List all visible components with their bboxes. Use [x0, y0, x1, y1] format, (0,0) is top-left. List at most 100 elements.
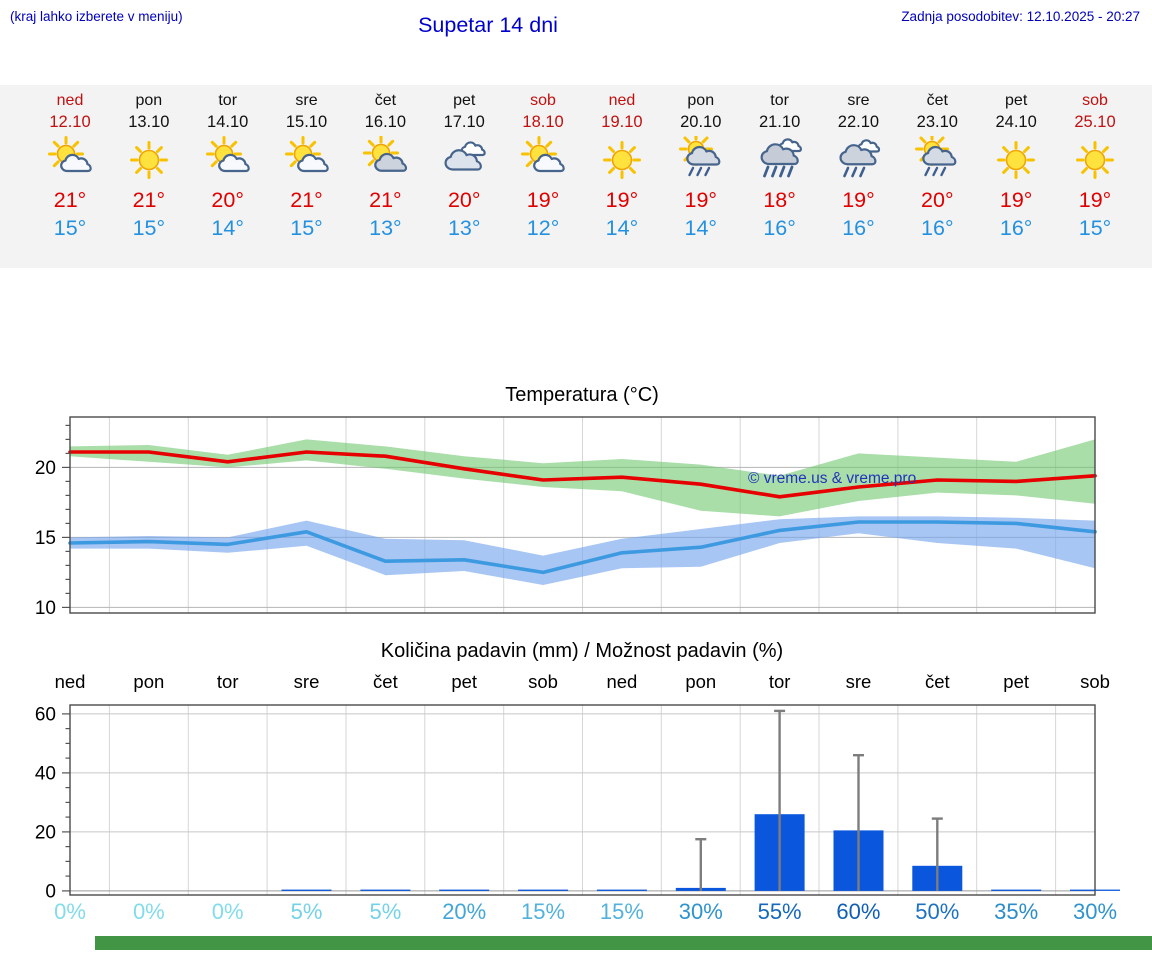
day-temp-max: 20°: [921, 188, 954, 212]
sun-cloud-icon: [28, 136, 112, 184]
day-name: pet: [1005, 92, 1028, 109]
day-temp-min: 16°: [763, 216, 796, 240]
forecast-day[interactable]: sob 18.10 19° 12°: [501, 85, 585, 241]
day-name: ned: [56, 92, 84, 109]
sun-icon: [580, 136, 664, 184]
precip-probability: 50%: [915, 899, 960, 924]
forecast-day[interactable]: čet 16.10 21° 13°: [343, 85, 427, 241]
sun-cloud-rain-icon: [659, 132, 743, 184]
svg-text:20: 20: [35, 458, 56, 479]
precip-day-label: pet: [1003, 671, 1029, 692]
day-temp-min: 14°: [684, 216, 718, 240]
precip-day-label: sre: [293, 671, 320, 692]
precip-day-label: čet: [373, 671, 398, 692]
day-date: 20.10: [680, 113, 722, 131]
precip-day-label: ned: [606, 671, 638, 692]
precip-probability: 55%: [757, 899, 802, 924]
day-name: tor: [218, 92, 238, 109]
forecast-day[interactable]: sob 25.10 19° 15°: [1053, 85, 1137, 241]
min temperatura-line: [68, 520, 1097, 575]
forecast-day[interactable]: čet 23.10 20° 16°: [895, 85, 979, 241]
day-date: 14.10: [207, 113, 249, 131]
day-temp-max: 20°: [447, 188, 481, 212]
precip-probability: 15%: [521, 899, 566, 924]
watermark: © vreme.us & vreme.pro: [748, 470, 916, 487]
day-name: čet: [374, 92, 397, 109]
precipitation-chart-title: Količina padavin (mm) / Možnost padavin …: [380, 640, 784, 662]
precip-probability: 0%: [132, 899, 165, 924]
location-menu-hint: (kraj lahko izberete v meniju): [10, 9, 183, 24]
forecast-day[interactable]: ned 19.10 19° 14°: [580, 85, 664, 241]
sun-cloud-icon: [501, 136, 585, 184]
day-date: 23.10: [916, 113, 958, 131]
svg-text:40: 40: [35, 763, 56, 784]
svg-text:20: 20: [35, 822, 56, 843]
day-temp-max: 21°: [53, 188, 87, 212]
day-temp-max: 19°: [684, 188, 718, 212]
precip-probability: 5%: [290, 899, 323, 924]
precip-bar: [991, 889, 1042, 891]
sun-icon: [1053, 136, 1137, 184]
forecast-day[interactable]: tor 14.10 20° 14°: [186, 85, 270, 241]
sun-icon: [107, 136, 191, 184]
sun-cloud-icon: [186, 136, 270, 184]
forecast-day[interactable]: pon 13.10 21° 15°: [107, 85, 191, 241]
sun-graycloud-icon: [343, 135, 427, 184]
precip-probability: 5%: [369, 899, 402, 924]
precip-probability: 20%: [442, 899, 487, 924]
precip-probability: 60%: [836, 899, 881, 924]
day-temp-min: 14°: [605, 216, 639, 240]
day-name: sre: [295, 92, 318, 109]
day-temp-min: 12°: [526, 216, 560, 240]
forecast-day[interactable]: sre 15.10 21° 15°: [265, 85, 349, 241]
precip-bar: [596, 889, 647, 891]
precip-day-label: pon: [685, 671, 717, 692]
cloud-rain-icon: [816, 136, 900, 184]
forecast-day[interactable]: sre 22.10 19° 16°: [816, 85, 900, 241]
min razpon-band: [70, 516, 1095, 585]
day-date: 12.10: [49, 113, 91, 131]
day-temp-max: 19°: [999, 188, 1033, 212]
day-temp-min: 15°: [53, 216, 87, 240]
temperature-chart: 10 15 20 © vreme.us & vreme.pro: [35, 416, 1097, 619]
precip-day-labels: ned pon tor sre čet pet sob ned pon tor sre čet pet s…: [0, 671, 1152, 697]
day-date: 18.10: [522, 113, 564, 131]
day-temp-min: 13°: [447, 216, 481, 240]
forecast-day[interactable]: pon 20.10 19° 14°: [659, 85, 743, 241]
day-temp-max: 21°: [290, 188, 323, 212]
footer-bar: [95, 936, 1152, 950]
forecast-day[interactable]: ned 12.10 21° 15°: [28, 85, 112, 241]
day-temp-max: 20°: [211, 188, 244, 212]
precip-probability: 35%: [994, 899, 1039, 924]
precip-bar: [439, 889, 490, 891]
day-temp-min: 14°: [211, 216, 244, 240]
page-title: Supetar 14 dni: [418, 13, 558, 37]
precip-bar: [281, 889, 332, 891]
day-temp-min: 16°: [842, 216, 875, 240]
day-date: 21.10: [758, 113, 801, 131]
day-name: sob: [530, 92, 556, 109]
forecast-day[interactable]: tor 21.10 18° 16°: [738, 85, 822, 241]
svg-text:15: 15: [35, 528, 56, 549]
day-date: 25.10: [1074, 113, 1116, 131]
forecast-day[interactable]: pet 17.10 20° 13°: [422, 85, 506, 241]
precip-day-label: sob: [1080, 671, 1110, 692]
precip-day-label: čet: [924, 671, 950, 692]
day-name: pet: [453, 92, 476, 109]
precip-probability-row: 0% 0% 0% 5% 5% 20% 15% 15% 30% 55% 60% 50% 35% 30%: [0, 899, 1152, 929]
precip-probability: 15%: [599, 899, 644, 924]
day-temp-min: 15°: [290, 216, 323, 240]
precip-day-label: tor: [216, 671, 239, 692]
day-date: 19.10: [601, 113, 643, 131]
day-temp-min: 16°: [921, 216, 954, 240]
precipitation-chart: 0 20 40 60: [35, 704, 1120, 902]
precip-day-label: ned: [54, 671, 86, 692]
day-temp-min: 16°: [999, 216, 1033, 240]
day-temp-max: 21°: [369, 188, 402, 212]
precip-day-label: sre: [845, 671, 872, 692]
day-temp-min: 15°: [132, 216, 166, 240]
day-temp-min: 15°: [1078, 216, 1112, 240]
sun-cloud-icon: [265, 136, 349, 184]
forecast-day[interactable]: pet 24.10 19° 16°: [974, 85, 1058, 241]
sun-icon: [974, 136, 1058, 184]
